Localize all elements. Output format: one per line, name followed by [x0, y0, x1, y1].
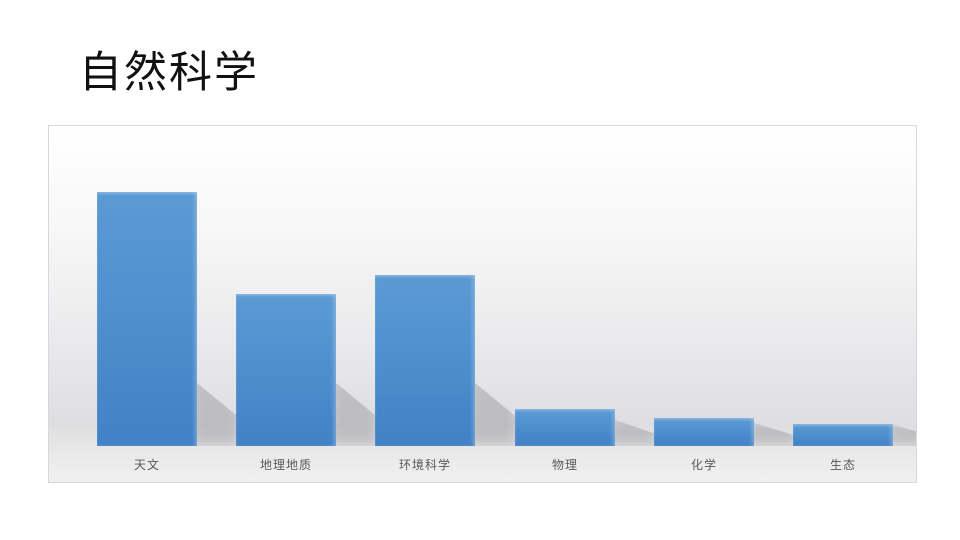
bar-cast-shadow [609, 418, 657, 446]
bar-cast-shadow [330, 378, 378, 446]
bar-3 [375, 275, 475, 446]
category-label: 物理 [551, 458, 578, 472]
bar-4 [515, 409, 615, 446]
category-label: 生态 [829, 458, 856, 472]
bar-cast-shadow [469, 378, 517, 446]
category-label: 环境科学 [398, 458, 451, 472]
bar-1 [97, 192, 197, 446]
category-label: 地理地质 [259, 458, 312, 472]
category-label: 化学 [690, 458, 717, 472]
bar-5 [654, 418, 754, 446]
bar-cast-shadow [748, 421, 796, 446]
bar-6 [793, 424, 893, 446]
bar-2 [236, 294, 336, 446]
category-label: 天文 [133, 458, 160, 472]
slide-title: 自然科学 [79, 50, 259, 97]
bar-cast-shadow [191, 378, 239, 446]
bar-chart-panel: 天文 地理地质 环境科学 物理 化学 生态 [48, 125, 917, 483]
